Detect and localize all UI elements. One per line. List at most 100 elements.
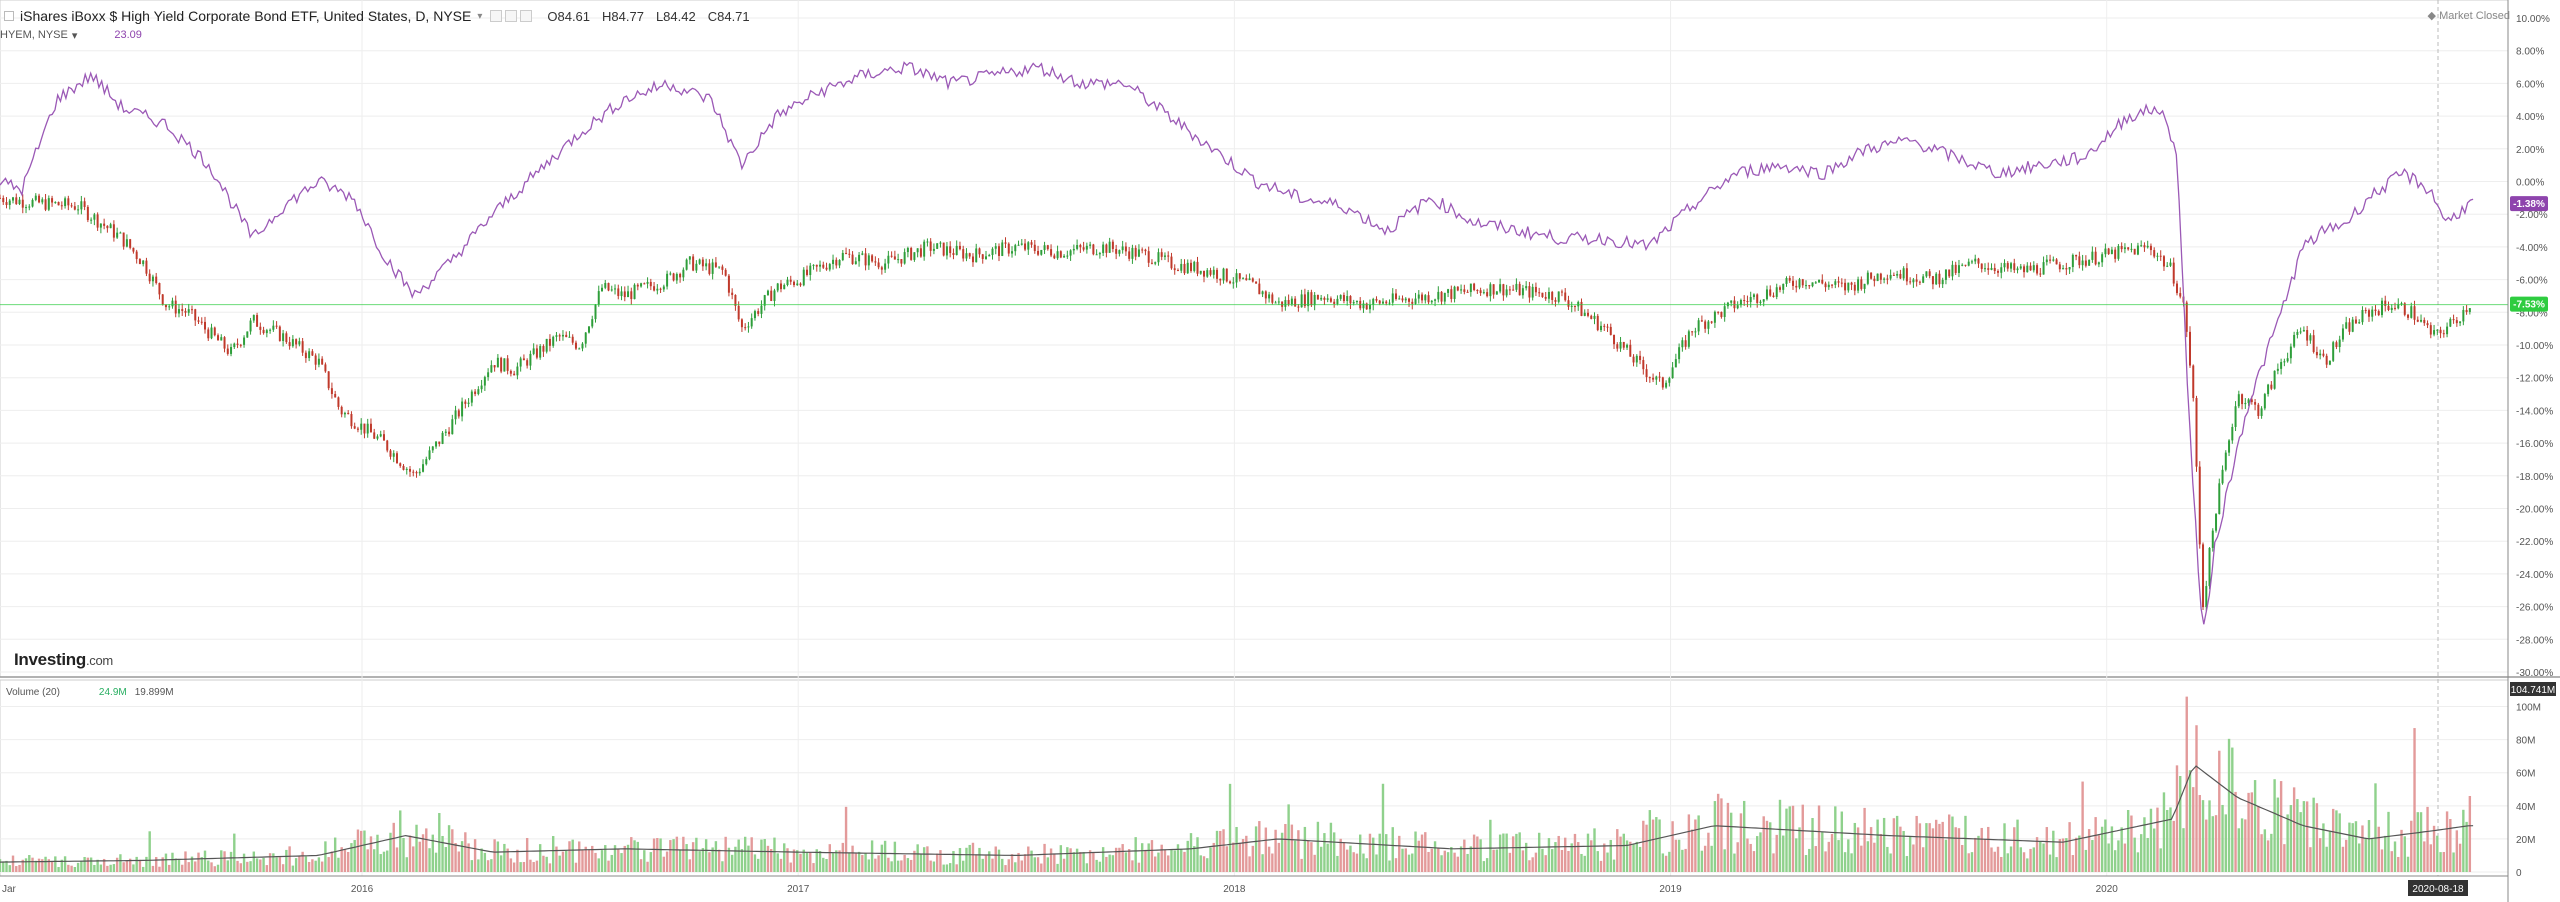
chevron-down-icon[interactable]: ▾ (71, 29, 78, 42)
candle-body (812, 264, 815, 266)
eye-icon[interactable] (90, 31, 99, 40)
candle-body (734, 294, 737, 306)
candle-body (1749, 297, 1752, 303)
candle-body (1456, 286, 1459, 291)
volume-bar (1769, 822, 1772, 872)
volume-bar (2032, 847, 2036, 872)
candle-body (54, 202, 57, 204)
candle-body (1866, 272, 1869, 284)
candle-body (1147, 251, 1150, 263)
volume-bar (2234, 791, 2237, 872)
close-icon[interactable] (520, 10, 533, 22)
y-tick-label: -16.00% (2516, 439, 2553, 450)
candle-body (1453, 286, 1456, 299)
volume-bar (727, 847, 731, 872)
candle-body (177, 309, 180, 314)
candle-body (1687, 331, 1690, 347)
close-icon[interactable] (84, 688, 93, 697)
candle-body (555, 335, 558, 337)
candle-body (1082, 247, 1085, 250)
volume-bar (1560, 849, 1564, 872)
candle-body (1922, 276, 1925, 283)
volume-bar (223, 851, 226, 872)
candle-body (334, 393, 337, 398)
close-icon[interactable] (99, 31, 108, 40)
candle-body (659, 288, 662, 290)
candle-body (1928, 271, 1931, 277)
candle-body (125, 239, 128, 247)
volume-bar (67, 864, 70, 872)
candle-body (1264, 291, 1267, 299)
volume-bar (649, 852, 653, 872)
volume-bar (1254, 826, 1258, 872)
candle-body (282, 333, 285, 341)
candle-body (1284, 299, 1287, 307)
candle-body (109, 224, 112, 229)
candle-body (2403, 303, 2406, 315)
candle-body (1915, 279, 1918, 282)
volume-bar (2371, 837, 2374, 872)
low-value: L84.42 (655, 8, 696, 24)
volume-bar (1124, 852, 1128, 872)
volume-bar (457, 851, 461, 872)
volume-bar (984, 855, 988, 872)
volume-bar (96, 859, 99, 872)
volume-bar (2026, 858, 2029, 872)
candle-body (1251, 278, 1254, 282)
settings-icon[interactable] (81, 31, 90, 40)
volume-bar (246, 861, 249, 872)
candle-body (1876, 273, 1879, 282)
volume-bar (1134, 837, 1137, 872)
eye-icon[interactable] (75, 688, 84, 697)
candle-body (2130, 248, 2133, 250)
candle-body (884, 263, 887, 270)
x-tick-label: 2020 (2096, 884, 2119, 895)
candle-body (190, 309, 193, 311)
candle-body (28, 206, 31, 208)
settings-icon[interactable] (490, 10, 503, 22)
candle-body (1222, 268, 1225, 281)
candle-body (1515, 283, 1518, 290)
candle-body (298, 341, 301, 345)
candle-body (47, 198, 50, 210)
moon-icon: ◆ (2427, 10, 2437, 22)
settings-icon[interactable] (66, 688, 75, 697)
candle-body (2097, 262, 2100, 265)
volume-bar (382, 851, 386, 872)
candle-body (2136, 245, 2139, 255)
candle-body (858, 254, 861, 262)
volume-bar (360, 830, 363, 872)
candle-body (1521, 288, 1524, 296)
candle-body (1957, 265, 1960, 273)
volume-bar (538, 844, 542, 872)
y-tick-label: 2.00% (2516, 145, 2544, 156)
candle-body (1378, 300, 1381, 304)
volume-bar (1336, 855, 1339, 872)
volume-bar (2400, 829, 2403, 872)
volume-bar (418, 841, 421, 872)
candle-body (1593, 315, 1596, 319)
volume-bar (1840, 811, 1844, 872)
volume-bar (1694, 819, 1697, 872)
price-panel (0, 61, 2508, 625)
eye-icon[interactable] (505, 10, 518, 22)
volume-bar (431, 834, 434, 872)
candle-body (1095, 254, 1098, 256)
candle-body (1414, 298, 1417, 304)
chevron-down-icon[interactable]: ▾ (477, 10, 483, 22)
candle-body (2374, 309, 2377, 312)
candle-body (155, 276, 158, 284)
volume-bar (412, 846, 415, 872)
candle-body (1427, 295, 1430, 303)
volume-bar (2312, 797, 2315, 872)
candle-body (448, 431, 451, 435)
collapse-icon[interactable] (4, 11, 14, 21)
candle-body (373, 432, 376, 439)
candle-body (2267, 384, 2270, 395)
candle-body (2169, 262, 2172, 266)
candle-body (2055, 259, 2058, 265)
candle-body (913, 252, 916, 260)
candle-body (744, 327, 747, 329)
candle-body (34, 195, 37, 200)
candle-body (369, 423, 372, 433)
